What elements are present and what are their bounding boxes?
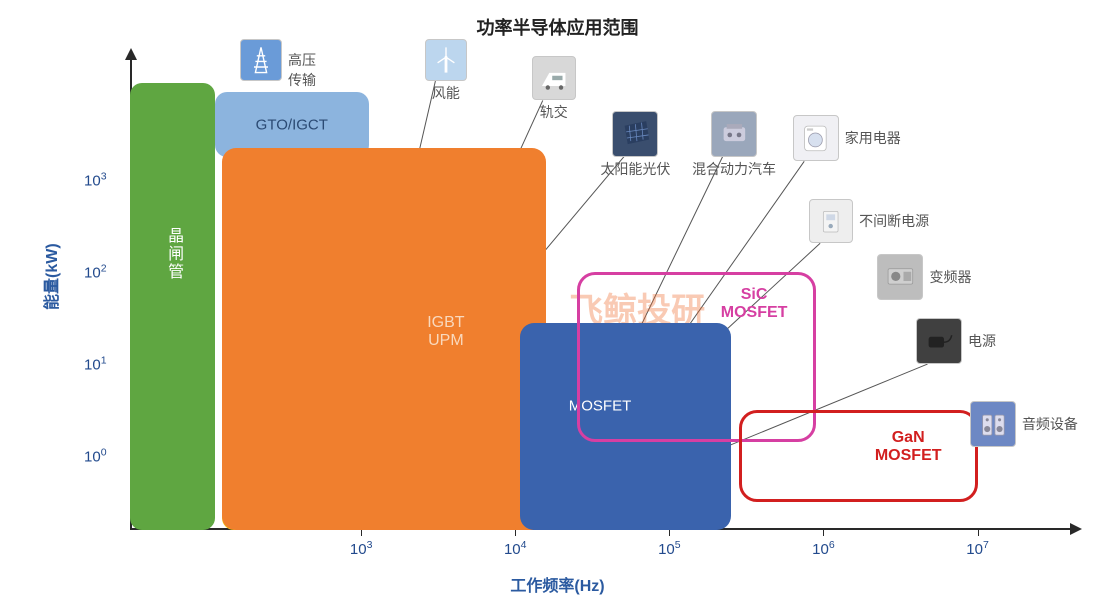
region-label-igbt-upm: IGBT UPM <box>427 314 464 350</box>
x-axis-arrow-icon <box>1070 523 1082 535</box>
y-tick: 103 <box>84 170 107 189</box>
app-label-hev: 混合动力汽车 <box>692 159 776 179</box>
app-icon-rail <box>532 56 576 100</box>
x-tick: 106 <box>812 539 835 558</box>
app-label-vfd: 变频器 <box>929 267 971 287</box>
y-tick: 102 <box>84 262 107 281</box>
app-label-ups: 不间断电源 <box>859 211 929 231</box>
y-tick: 101 <box>84 355 107 374</box>
app-icon-appliance <box>793 115 839 161</box>
plot-area: 103104105106107100101102103飞鲸投研晶闸管硅二极管GT… <box>130 60 1070 530</box>
app-icon-wind <box>425 39 467 81</box>
region-igbt-upm <box>222 148 546 530</box>
chart-title: 功率半导体应用范围 <box>0 14 1115 40</box>
app-label-solar: 太阳能光伏 <box>600 159 670 179</box>
app-icon-power <box>916 318 962 364</box>
app-label-appliance: 家用电器 <box>845 128 901 148</box>
region-label-thyristor: 晶闸管 <box>161 227 185 281</box>
app-icon-hv-transmission <box>240 39 282 81</box>
y-tick: 100 <box>84 447 107 466</box>
region-label-gto-igct: GTO/IGCT <box>256 116 328 133</box>
app-label-hv-transmission: 高压 传输 <box>288 50 316 90</box>
x-tick: 107 <box>966 539 989 558</box>
app-label-audio: 音频设备 <box>1022 414 1078 434</box>
y-axis-arrow-icon <box>125 48 137 60</box>
y-axis-label: 能量(kW) <box>38 243 62 310</box>
outline-label-gan-mosfet: GaN MOSFET <box>875 429 942 465</box>
outline-label-sic-mosfet: SiC MOSFET <box>721 286 788 322</box>
x-axis-label: 工作频率(Hz) <box>0 572 1115 596</box>
x-tick: 103 <box>350 539 373 558</box>
app-icon-vfd <box>877 254 923 300</box>
x-tick: 105 <box>658 539 681 558</box>
region-thyristor <box>130 83 215 530</box>
x-tick: 104 <box>504 539 527 558</box>
app-icon-audio <box>970 401 1016 447</box>
app-label-power: 电源 <box>968 331 996 351</box>
app-icon-solar <box>612 111 658 157</box>
app-label-rail: 轨交 <box>540 102 568 122</box>
app-label-wind: 风能 <box>432 83 460 103</box>
app-icon-hev <box>711 111 757 157</box>
chart-root: 功率半导体应用范围 能量(kW) 10310410510610710010110… <box>0 0 1115 608</box>
app-icon-ups <box>809 199 853 243</box>
